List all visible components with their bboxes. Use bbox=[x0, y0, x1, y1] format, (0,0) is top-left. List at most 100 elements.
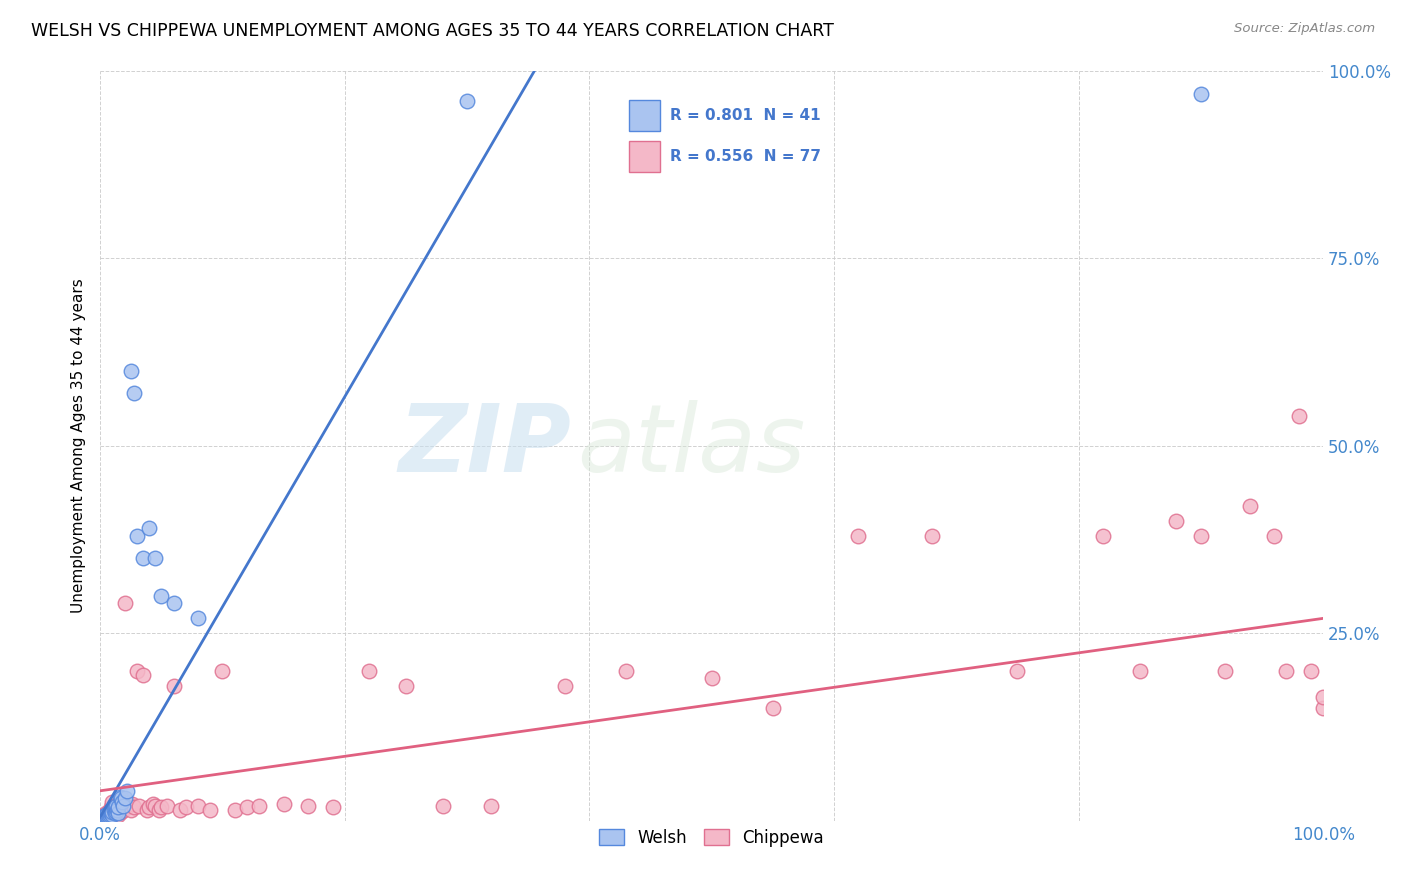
Point bbox=[103, 805, 125, 819]
Text: WELSH VS CHIPPEWA UNEMPLOYMENT AMONG AGES 35 TO 44 YEARS CORRELATION CHART: WELSH VS CHIPPEWA UNEMPLOYMENT AMONG AGE… bbox=[31, 22, 834, 40]
Point bbox=[321, 800, 343, 814]
Point bbox=[395, 679, 418, 693]
Point bbox=[97, 806, 120, 821]
Point bbox=[297, 798, 319, 813]
Point bbox=[94, 809, 117, 823]
Point bbox=[762, 701, 785, 715]
Legend: Welsh, Chippewa: Welsh, Chippewa bbox=[593, 822, 831, 854]
Point bbox=[162, 679, 184, 693]
Point bbox=[115, 784, 138, 798]
Point bbox=[124, 386, 146, 401]
Point bbox=[1091, 529, 1114, 543]
Point bbox=[150, 589, 173, 603]
Point bbox=[108, 795, 131, 809]
Point bbox=[142, 797, 165, 812]
Point bbox=[96, 807, 118, 822]
Point bbox=[105, 803, 128, 817]
Point bbox=[200, 803, 222, 817]
Point bbox=[98, 807, 121, 822]
Point bbox=[98, 803, 121, 817]
Point bbox=[105, 803, 128, 817]
Point bbox=[359, 664, 381, 678]
Point bbox=[120, 803, 142, 817]
Point bbox=[105, 800, 128, 814]
Point bbox=[96, 810, 118, 824]
Point bbox=[1299, 664, 1322, 678]
Point bbox=[107, 797, 129, 812]
Point bbox=[124, 800, 146, 814]
Point bbox=[91, 810, 114, 824]
Point bbox=[112, 798, 135, 813]
Point bbox=[1312, 690, 1334, 704]
Point bbox=[125, 664, 148, 678]
Point bbox=[224, 803, 246, 817]
Point bbox=[94, 811, 117, 825]
Point bbox=[1129, 664, 1152, 678]
Text: Source: ZipAtlas.com: Source: ZipAtlas.com bbox=[1234, 22, 1375, 36]
Point bbox=[107, 807, 129, 822]
Point bbox=[101, 805, 124, 819]
Point bbox=[110, 805, 132, 819]
Point bbox=[135, 803, 157, 817]
Point bbox=[1239, 499, 1261, 513]
Point bbox=[432, 798, 454, 813]
Point bbox=[700, 671, 723, 685]
Point bbox=[236, 800, 259, 814]
Point bbox=[94, 808, 117, 822]
Point bbox=[1288, 409, 1310, 423]
Point bbox=[143, 798, 166, 813]
Point bbox=[156, 798, 179, 813]
Point bbox=[101, 807, 124, 822]
Point bbox=[614, 664, 637, 678]
Point bbox=[103, 803, 125, 817]
Point bbox=[1166, 514, 1188, 528]
Point bbox=[96, 810, 118, 824]
Point bbox=[273, 797, 295, 812]
Point bbox=[110, 791, 132, 805]
Point bbox=[96, 807, 118, 822]
Point bbox=[97, 805, 120, 819]
Point bbox=[1189, 529, 1212, 543]
Text: ZIP: ZIP bbox=[398, 400, 571, 491]
Point bbox=[105, 798, 128, 813]
Point bbox=[111, 791, 134, 805]
Point bbox=[115, 795, 138, 809]
Point bbox=[1007, 664, 1029, 678]
Point bbox=[921, 529, 943, 543]
Point bbox=[100, 806, 122, 821]
Point bbox=[96, 807, 118, 822]
Point bbox=[114, 596, 136, 610]
Point bbox=[848, 529, 870, 543]
Point bbox=[105, 805, 128, 819]
Point bbox=[132, 667, 155, 681]
Point bbox=[98, 805, 121, 819]
Point bbox=[125, 529, 148, 543]
Point bbox=[114, 797, 136, 812]
Point bbox=[101, 795, 124, 809]
Point bbox=[100, 806, 122, 821]
Point bbox=[96, 809, 118, 823]
Point bbox=[107, 806, 129, 821]
Point bbox=[93, 809, 115, 823]
Point bbox=[114, 791, 136, 805]
Point bbox=[187, 798, 209, 813]
Point bbox=[104, 806, 127, 821]
Point bbox=[143, 551, 166, 566]
Point bbox=[91, 810, 114, 824]
Y-axis label: Unemployment Among Ages 35 to 44 years: Unemployment Among Ages 35 to 44 years bbox=[72, 278, 86, 614]
Point bbox=[150, 800, 173, 814]
Point bbox=[104, 806, 127, 821]
Point bbox=[108, 789, 131, 804]
Point bbox=[132, 551, 155, 566]
Point bbox=[1189, 87, 1212, 101]
Point bbox=[112, 803, 135, 817]
Point bbox=[174, 800, 197, 814]
Point bbox=[104, 800, 127, 814]
Point bbox=[554, 679, 576, 693]
Point bbox=[111, 795, 134, 809]
Point bbox=[211, 664, 233, 678]
Point bbox=[100, 803, 122, 817]
Point bbox=[1312, 701, 1334, 715]
Point bbox=[138, 800, 160, 814]
Text: atlas: atlas bbox=[576, 401, 806, 491]
